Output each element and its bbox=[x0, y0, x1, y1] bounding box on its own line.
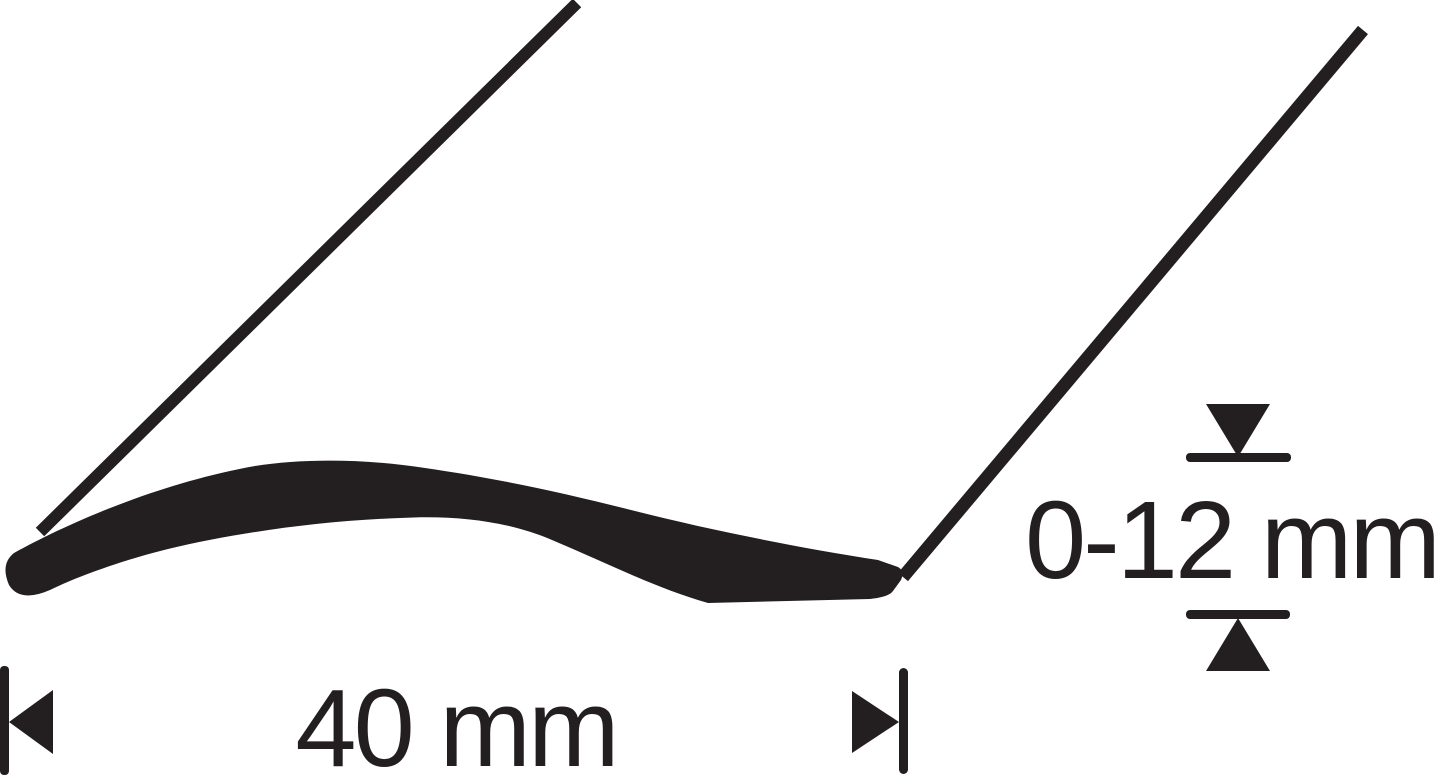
width-dimension-label: 40 mm bbox=[295, 667, 616, 775]
width-dimension-arrow-left-icon bbox=[9, 690, 53, 754]
height-dimension-bar-bottom bbox=[1186, 610, 1290, 619]
floor-surface-line-right bbox=[898, 25, 1368, 582]
width-dimension-tick-left bbox=[0, 666, 9, 775]
height-dimension-bar-top bbox=[1186, 453, 1291, 462]
height-dimension-arrow-up-icon bbox=[1206, 618, 1270, 671]
height-dimension-label: 0-12 mm bbox=[1025, 479, 1438, 602]
width-dimension-arrow-right-icon bbox=[852, 691, 899, 753]
width-dimension-tick-right bbox=[899, 668, 908, 774]
floor-surface-line-left bbox=[35, 0, 582, 537]
profile-shape bbox=[5, 460, 903, 603]
height-dimension-arrow-down-icon bbox=[1206, 404, 1270, 457]
